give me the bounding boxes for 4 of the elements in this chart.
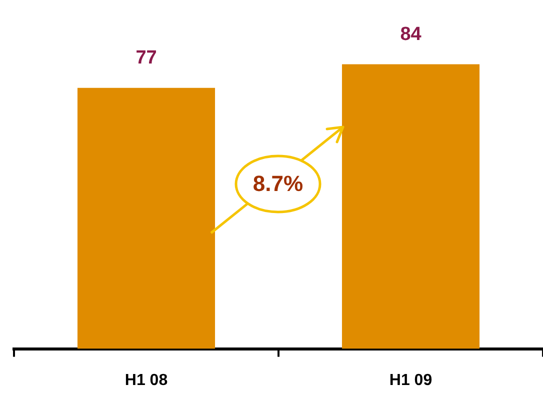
data-label: 84 (400, 24, 422, 45)
x-tick-label: H1 08 (124, 372, 168, 389)
data-label: 77 (136, 48, 157, 69)
x-tick-label: H1 09 (389, 372, 432, 389)
